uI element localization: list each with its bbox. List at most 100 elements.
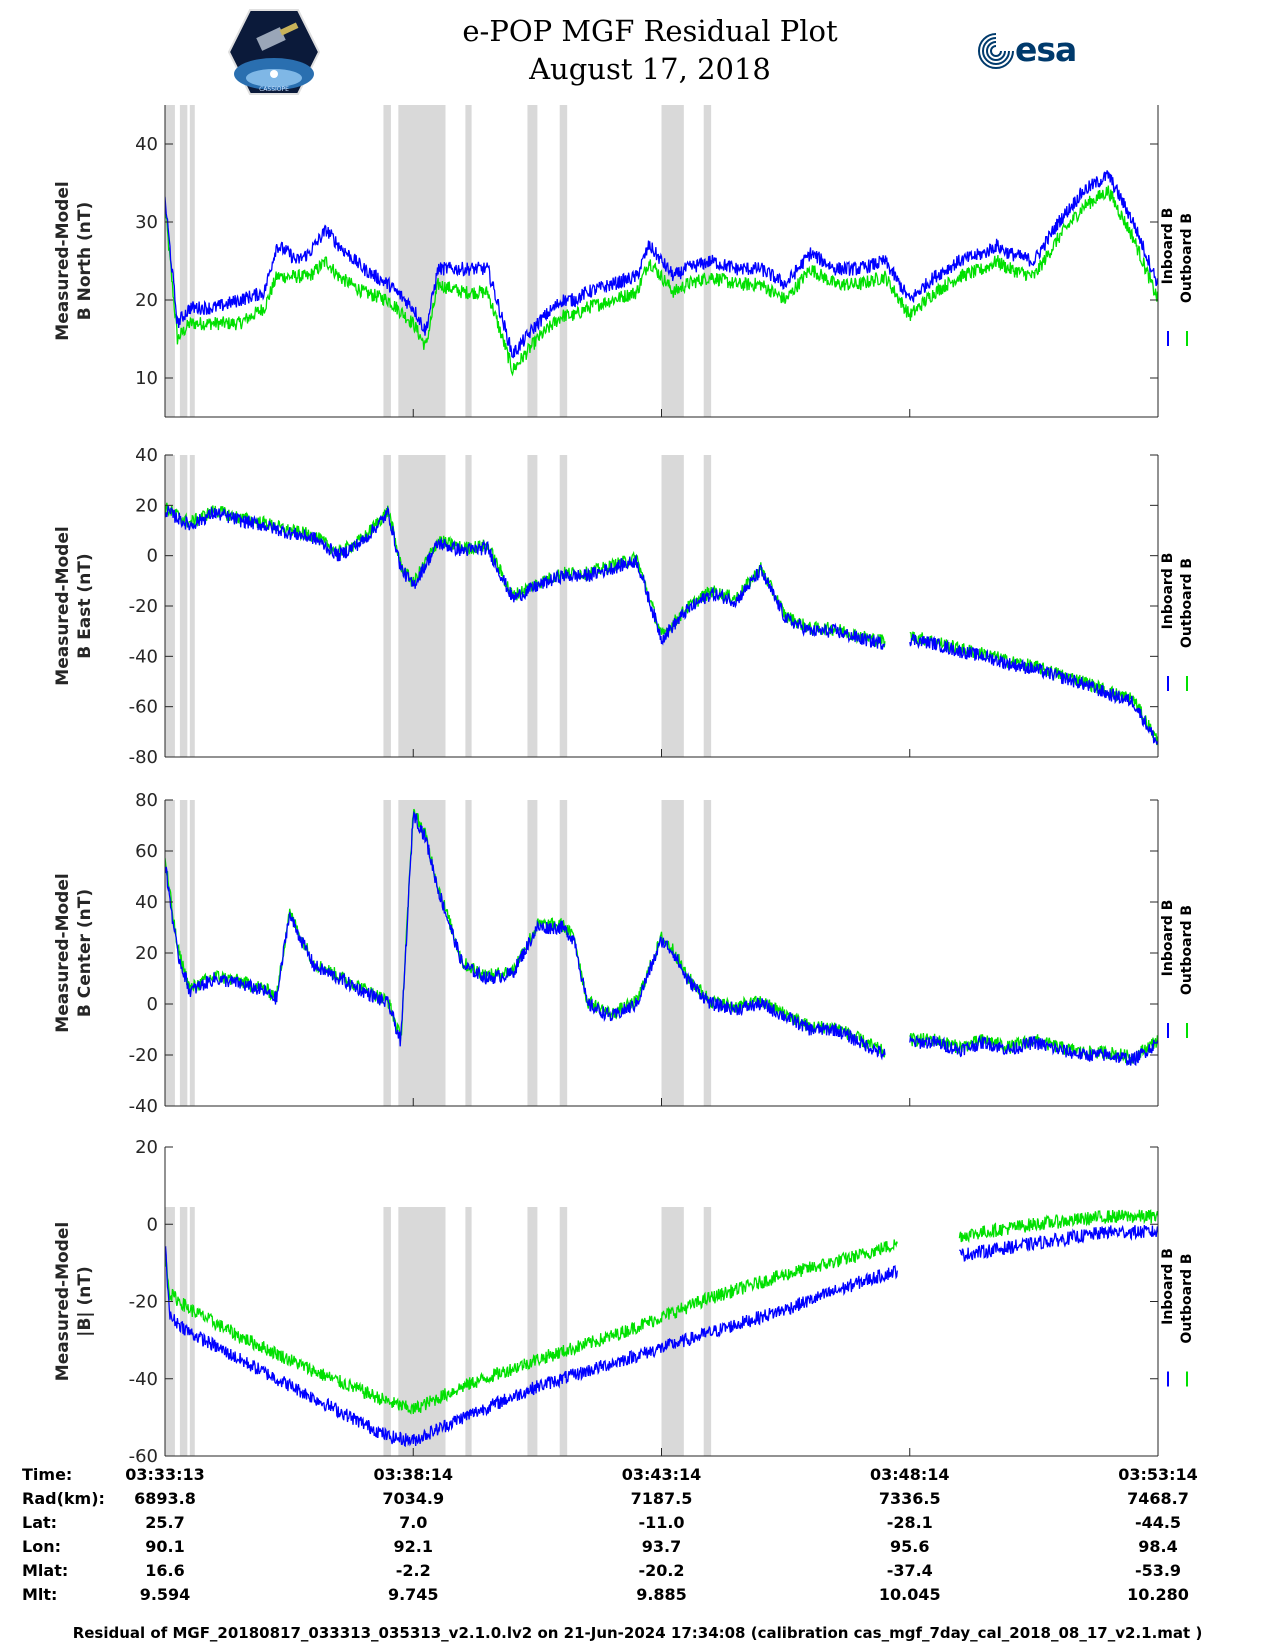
inboard-series-line-1 (165, 810, 886, 1061)
y-axis-label-line2: |B| (nT) (75, 1266, 95, 1337)
y-tick-label: 20 (135, 290, 158, 311)
y-axis-label-line1: Measured-Model (53, 1222, 73, 1381)
shade-interval-1 (179, 800, 188, 1106)
legend-inboard-label: Inboard B (1160, 553, 1176, 630)
info-cell: 95.6 (890, 1537, 930, 1556)
y-tick-label: -60 (129, 697, 158, 718)
shade-interval-4 (398, 1207, 446, 1456)
shade-interval-1 (179, 455, 188, 757)
inboard-series-line-2 (909, 1034, 1158, 1067)
info-cell: 7034.9 (382, 1489, 445, 1508)
legend-inboard-label: Inboard B (1160, 208, 1176, 285)
info-cell: -44.5 (1134, 1513, 1182, 1532)
y-tick-label: 40 (135, 445, 158, 466)
inboard-series-line-2 (909, 633, 1158, 745)
shade-interval-7 (559, 800, 568, 1106)
inboard-series-line-1 (165, 1246, 898, 1448)
y-tick-label: -40 (129, 1096, 158, 1117)
info-cell: 9.594 (139, 1585, 191, 1604)
info-row: Mlt: 9.594 9.745 9.885 10.045 10.280 (0, 1585, 1275, 1609)
legend-outboard-label: Outboard B (1179, 213, 1195, 303)
info-row: Rad(km): 6893.8 7034.9 7187.5 7336.5 7468.7 (0, 1489, 1275, 1513)
shade-interval-4 (398, 800, 446, 1106)
info-cell: 03:33:13 (125, 1465, 205, 1484)
shade-interval-9 (703, 800, 712, 1106)
info-cell: -37.4 (886, 1561, 933, 1580)
info-cell: 6893.8 (134, 1489, 196, 1508)
legend-inboard-label: Inboard B (1160, 900, 1176, 977)
info-cell: 7.0 (399, 1513, 428, 1532)
y-axis-label-line1: Measured-Model (53, 181, 73, 340)
info-row-label: Rad(km): (22, 1489, 105, 1508)
info-row-label: Mlat: (22, 1561, 69, 1580)
shade-interval-8 (661, 455, 684, 757)
shade-interval-9 (703, 455, 712, 757)
info-cell: 03:38:14 (373, 1465, 454, 1484)
y-axis-label-line1: Measured-Model (53, 873, 73, 1032)
info-row: Time: 03:33:13 03:38:14 03:43:14 03:48:14 03:… (0, 1465, 1275, 1489)
y-tick-label: -40 (129, 1369, 158, 1390)
info-cell: 90.1 (145, 1537, 185, 1556)
shade-interval-2 (189, 105, 195, 417)
shade-interval-0 (165, 1207, 175, 1456)
info-cell: -20.2 (638, 1561, 685, 1580)
shade-interval-5 (465, 105, 472, 417)
outboard-series-line-1 (165, 1239, 898, 1415)
inboard-series-line-2 (958, 1224, 1158, 1262)
esa-logo-text: esa (1015, 30, 1077, 69)
info-cell: -2.2 (395, 1561, 431, 1580)
chart-title-line1: e-POP MGF Residual Plot (462, 14, 838, 48)
y-tick-label: 0 (147, 994, 158, 1015)
y-axis-label-line2: B East (nT) (75, 553, 95, 658)
shade-interval-8 (661, 105, 684, 417)
legend-outboard-label: Outboard B (1179, 905, 1195, 995)
info-cell: -53.9 (1134, 1561, 1182, 1580)
y-tick-label: 20 (135, 943, 158, 964)
info-cell: -28.1 (886, 1513, 933, 1532)
info-cell: 25.7 (145, 1513, 185, 1532)
info-cell: 7336.5 (878, 1489, 941, 1508)
panel-4: -60 -40 -20 0 20 Measured-Model |B| (nT) Inboar… (53, 1137, 1195, 1465)
svg-text:CASSIOPE: CASSIOPE (259, 86, 289, 93)
info-cell: 16.6 (145, 1561, 185, 1580)
info-cell: 7468.7 (1127, 1489, 1189, 1508)
info-row-label: Mlt: (22, 1585, 58, 1604)
shade-interval-1 (179, 105, 188, 417)
y-tick-label: -20 (129, 596, 158, 617)
chart-title-line2: August 17, 2018 (529, 52, 771, 86)
outboard-series-line-2 (958, 1208, 1158, 1244)
shade-interval-7 (559, 1207, 568, 1456)
y-tick-label: 0 (147, 1214, 158, 1235)
info-cell: 10.280 (1127, 1585, 1189, 1604)
y-axis-label-line2: B North (nT) (75, 202, 95, 321)
shade-interval-3 (383, 800, 391, 1106)
y-tick-label: 20 (135, 495, 158, 516)
info-row: Mlat: 16.6 -2.2 -20.2 -37.4 -53.9 (0, 1561, 1275, 1585)
info-row: Lon: 90.1 92.1 93.7 95.6 98.4 (0, 1537, 1275, 1561)
info-row: Lat: 25.7 7.0 -11.0 -28.1 -44.5 (0, 1513, 1275, 1537)
shade-interval-2 (189, 800, 195, 1106)
outboard-series-line-1 (165, 808, 886, 1058)
info-row-label: Lon: (22, 1537, 61, 1556)
y-axis-label-line2: B Center (nT) (75, 889, 95, 1017)
info-cell: 92.1 (393, 1537, 433, 1556)
shade-interval-6 (527, 105, 538, 417)
orbit-info-table: Time: 03:33:13 03:38:14 03:43:14 03:48:14 03:… (0, 1465, 1275, 1625)
y-tick-label: 40 (135, 892, 158, 913)
info-row-label: Time: (22, 1465, 73, 1484)
y-tick-label: -40 (129, 646, 158, 667)
shade-interval-5 (465, 1207, 472, 1456)
y-tick-label: 0 (147, 546, 158, 567)
inboard-series-line-1 (165, 170, 1158, 359)
footer-caption: Residual of MGF_20180817_033313_035313_v… (72, 1624, 1203, 1642)
y-tick-label: 80 (135, 790, 158, 811)
info-cell: 03:43:14 (621, 1465, 702, 1484)
y-tick-label: 10 (135, 368, 158, 389)
info-cell: 93.7 (641, 1537, 682, 1556)
info-cell: 10.045 (878, 1585, 941, 1604)
shade-interval-7 (559, 105, 568, 417)
panel-1: 10 20 30 40 Measured-Model B North (nT) Inboar… (53, 105, 1195, 418)
legend-outboard-label: Outboard B (1179, 558, 1195, 648)
shade-interval-6 (527, 1207, 538, 1456)
